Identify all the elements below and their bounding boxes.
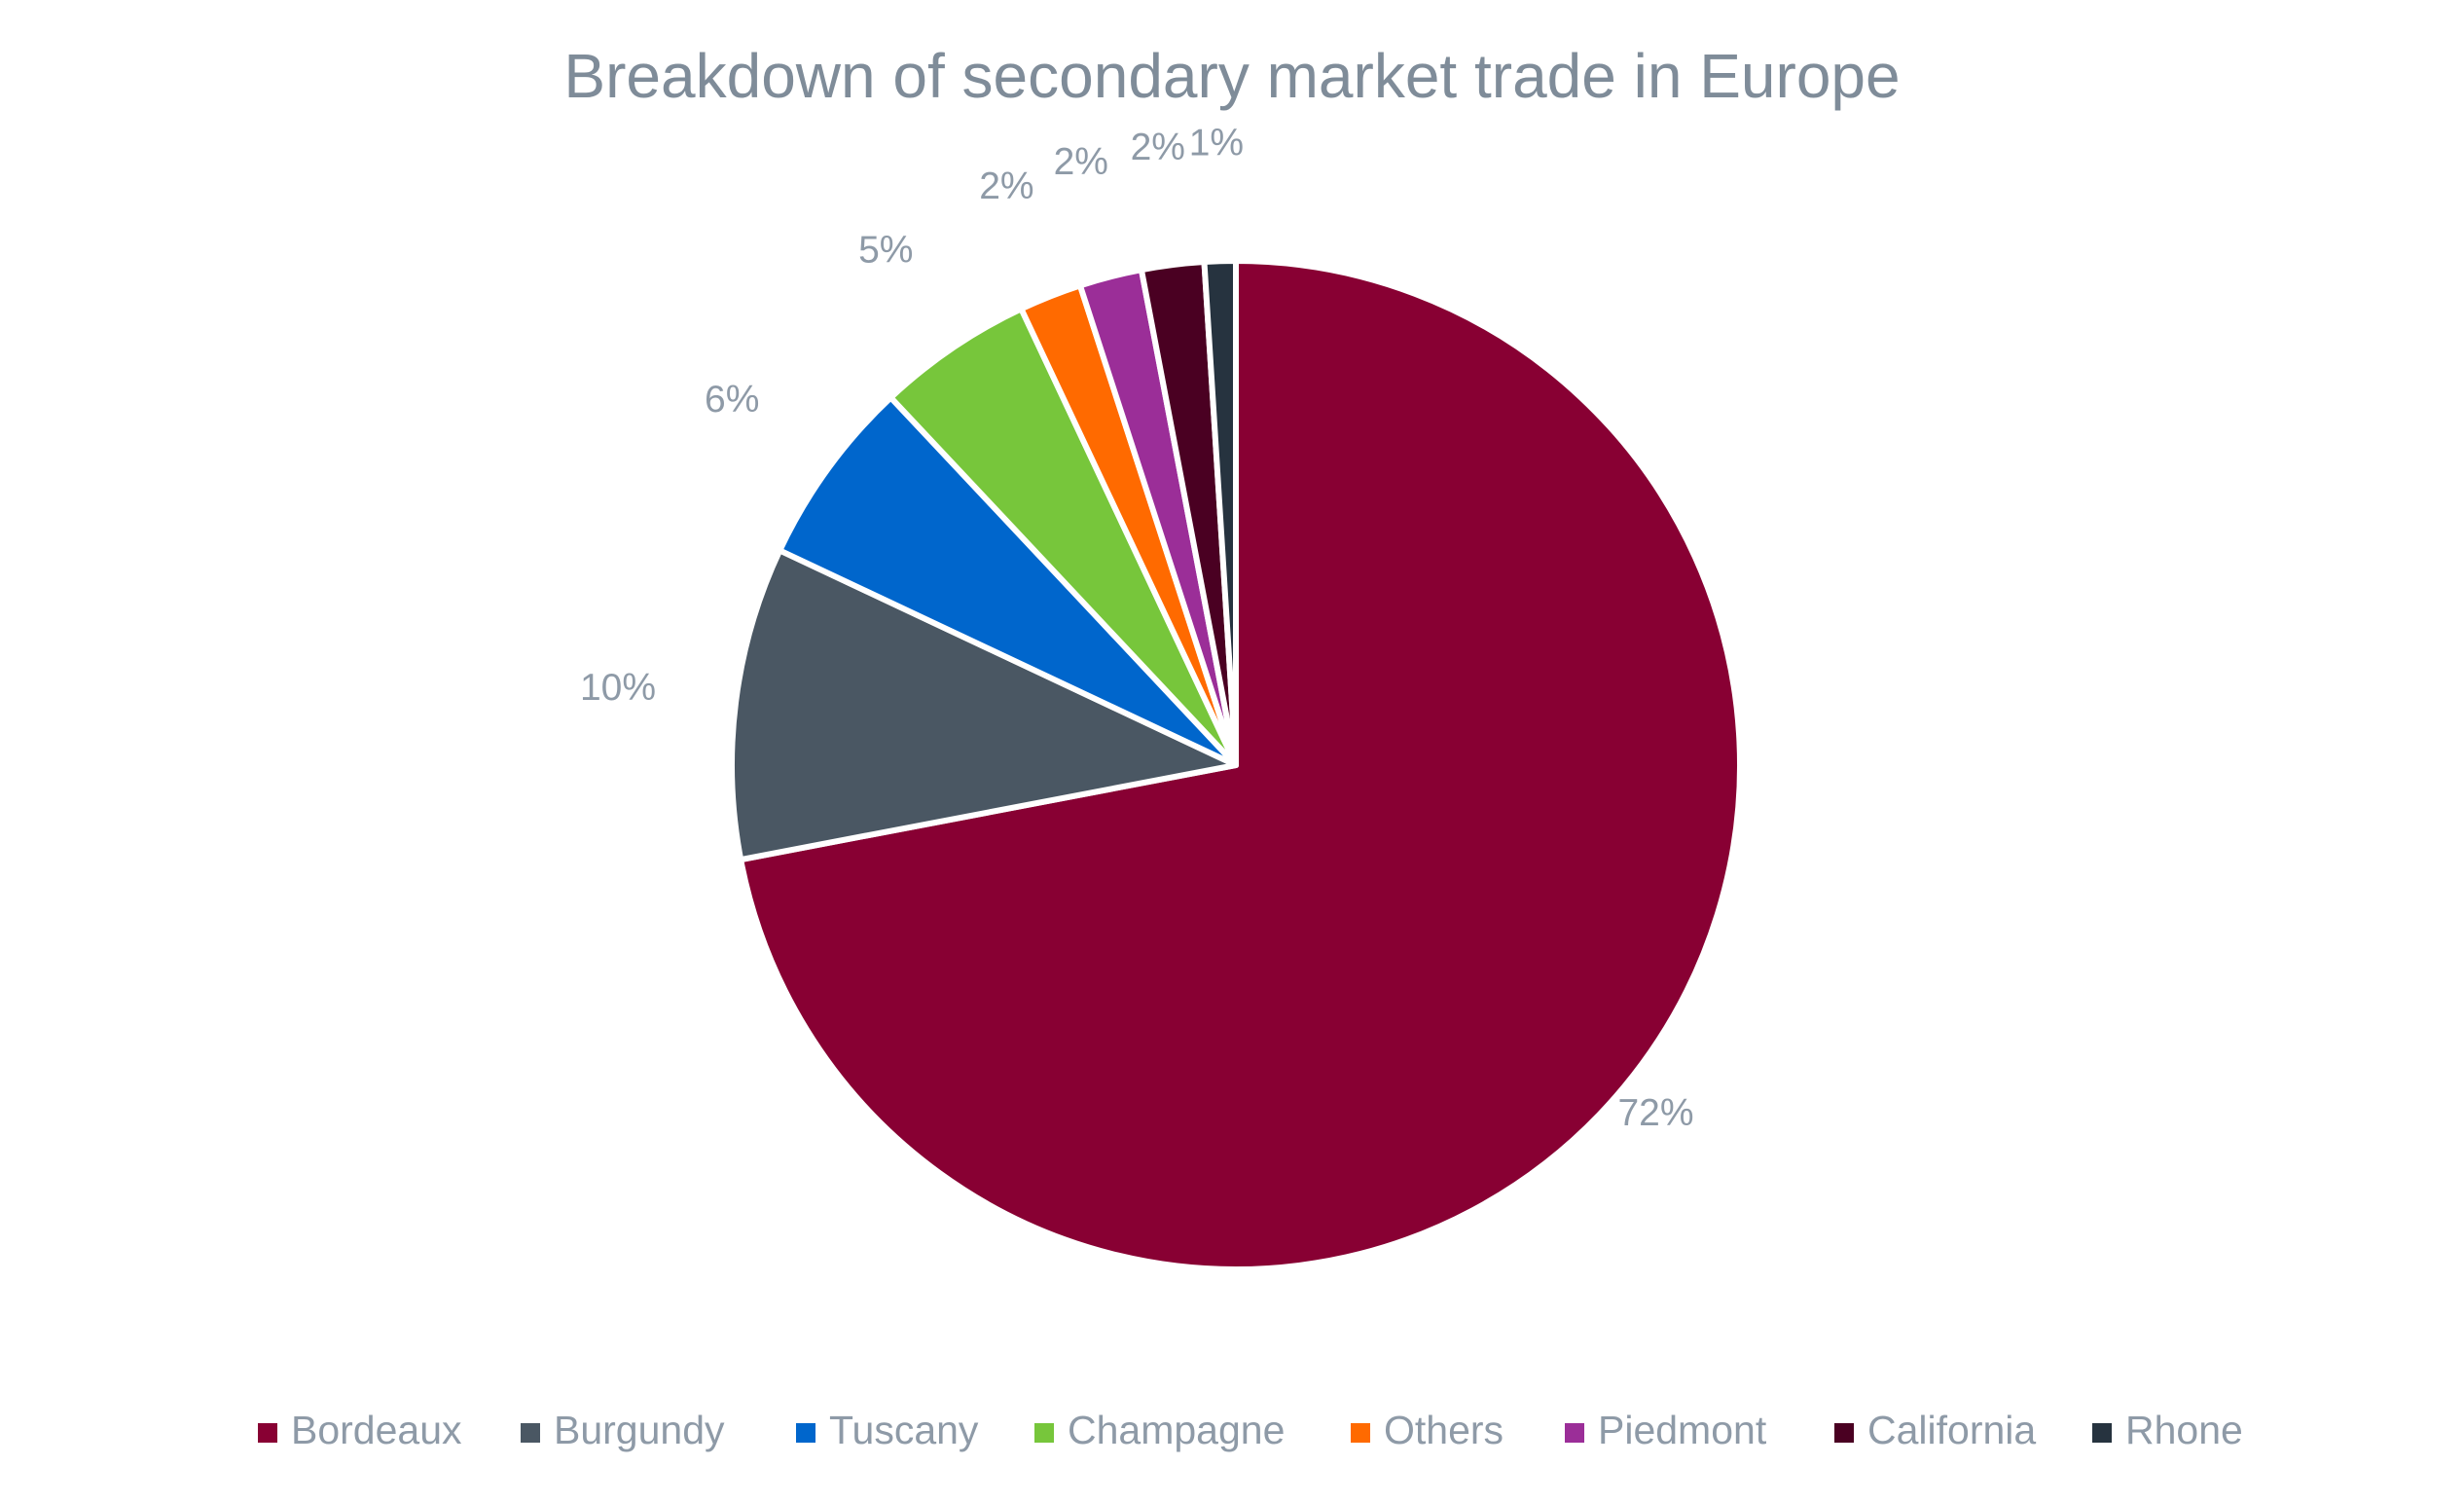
- legend-swatch-bordeaux: [258, 1423, 277, 1443]
- legend: Bordeaux Burgundy Tuscany Champagne Others Pi…: [258, 1408, 2243, 1452]
- legend-swatch-champagne: [1034, 1423, 1054, 1443]
- legend-label-tuscany: Tuscany: [829, 1408, 979, 1452]
- legend-swatch-california: [1834, 1423, 1854, 1443]
- legend-item-others: Others: [1351, 1408, 1504, 1452]
- legend-swatch-piedmont: [1565, 1423, 1584, 1443]
- legend-label-california: California: [1867, 1408, 2036, 1452]
- data-label-burgundy: 10%: [580, 667, 656, 709]
- legend-item-rhone: Rhone: [2092, 1408, 2243, 1452]
- data-label-others: 2%: [979, 165, 1033, 207]
- legend-label-piedmont: Piedmont: [1598, 1408, 1767, 1452]
- pie-slice-bordeaux: [738, 258, 1744, 1272]
- legend-label-champagne: Champagne: [1068, 1408, 1285, 1452]
- legend-swatch-rhone: [2092, 1423, 2112, 1443]
- pie-slice-rhone: [1201, 257, 1239, 768]
- legend-item-california: California: [1834, 1408, 2036, 1452]
- pie-slice-burgundy: [729, 547, 1239, 863]
- data-labels: 72%10%6%5%2%2% 2% 1%: [580, 122, 1694, 1134]
- legend-swatch-burgundy: [521, 1423, 540, 1443]
- legend-item-burgundy: Burgundy: [521, 1408, 725, 1452]
- chart-title: Breakdown of secondary market trade in E…: [563, 41, 1900, 111]
- legend-swatch-tuscany: [796, 1423, 815, 1443]
- legend-item-piedmont: Piedmont: [1565, 1408, 1767, 1452]
- legend-label-bordeaux: Bordeaux: [291, 1408, 462, 1452]
- legend-item-bordeaux: Bordeaux: [258, 1408, 462, 1452]
- legend-swatch-others: [1351, 1423, 1370, 1443]
- legend-item-champagne: Champagne: [1034, 1408, 1285, 1452]
- pie-slice-tuscany: [777, 394, 1239, 768]
- data-label-tuscany: 6%: [705, 379, 759, 421]
- data-label-california: 2%: [1131, 127, 1185, 168]
- data-label-piedmont: 2%: [1054, 141, 1108, 183]
- data-label-champagne: 5%: [858, 230, 913, 272]
- pie-slices: [729, 257, 1744, 1272]
- data-label-rhone: 1%: [1189, 122, 1244, 164]
- legend-label-others: Others: [1384, 1408, 1504, 1452]
- legend-label-rhone: Rhone: [2125, 1408, 2243, 1452]
- legend-label-burgundy: Burgundy: [554, 1408, 725, 1452]
- data-label-bordeaux: 72%: [1617, 1092, 1693, 1134]
- legend-item-tuscany: Tuscany: [796, 1408, 979, 1452]
- pie-slice-champagne: [888, 306, 1239, 768]
